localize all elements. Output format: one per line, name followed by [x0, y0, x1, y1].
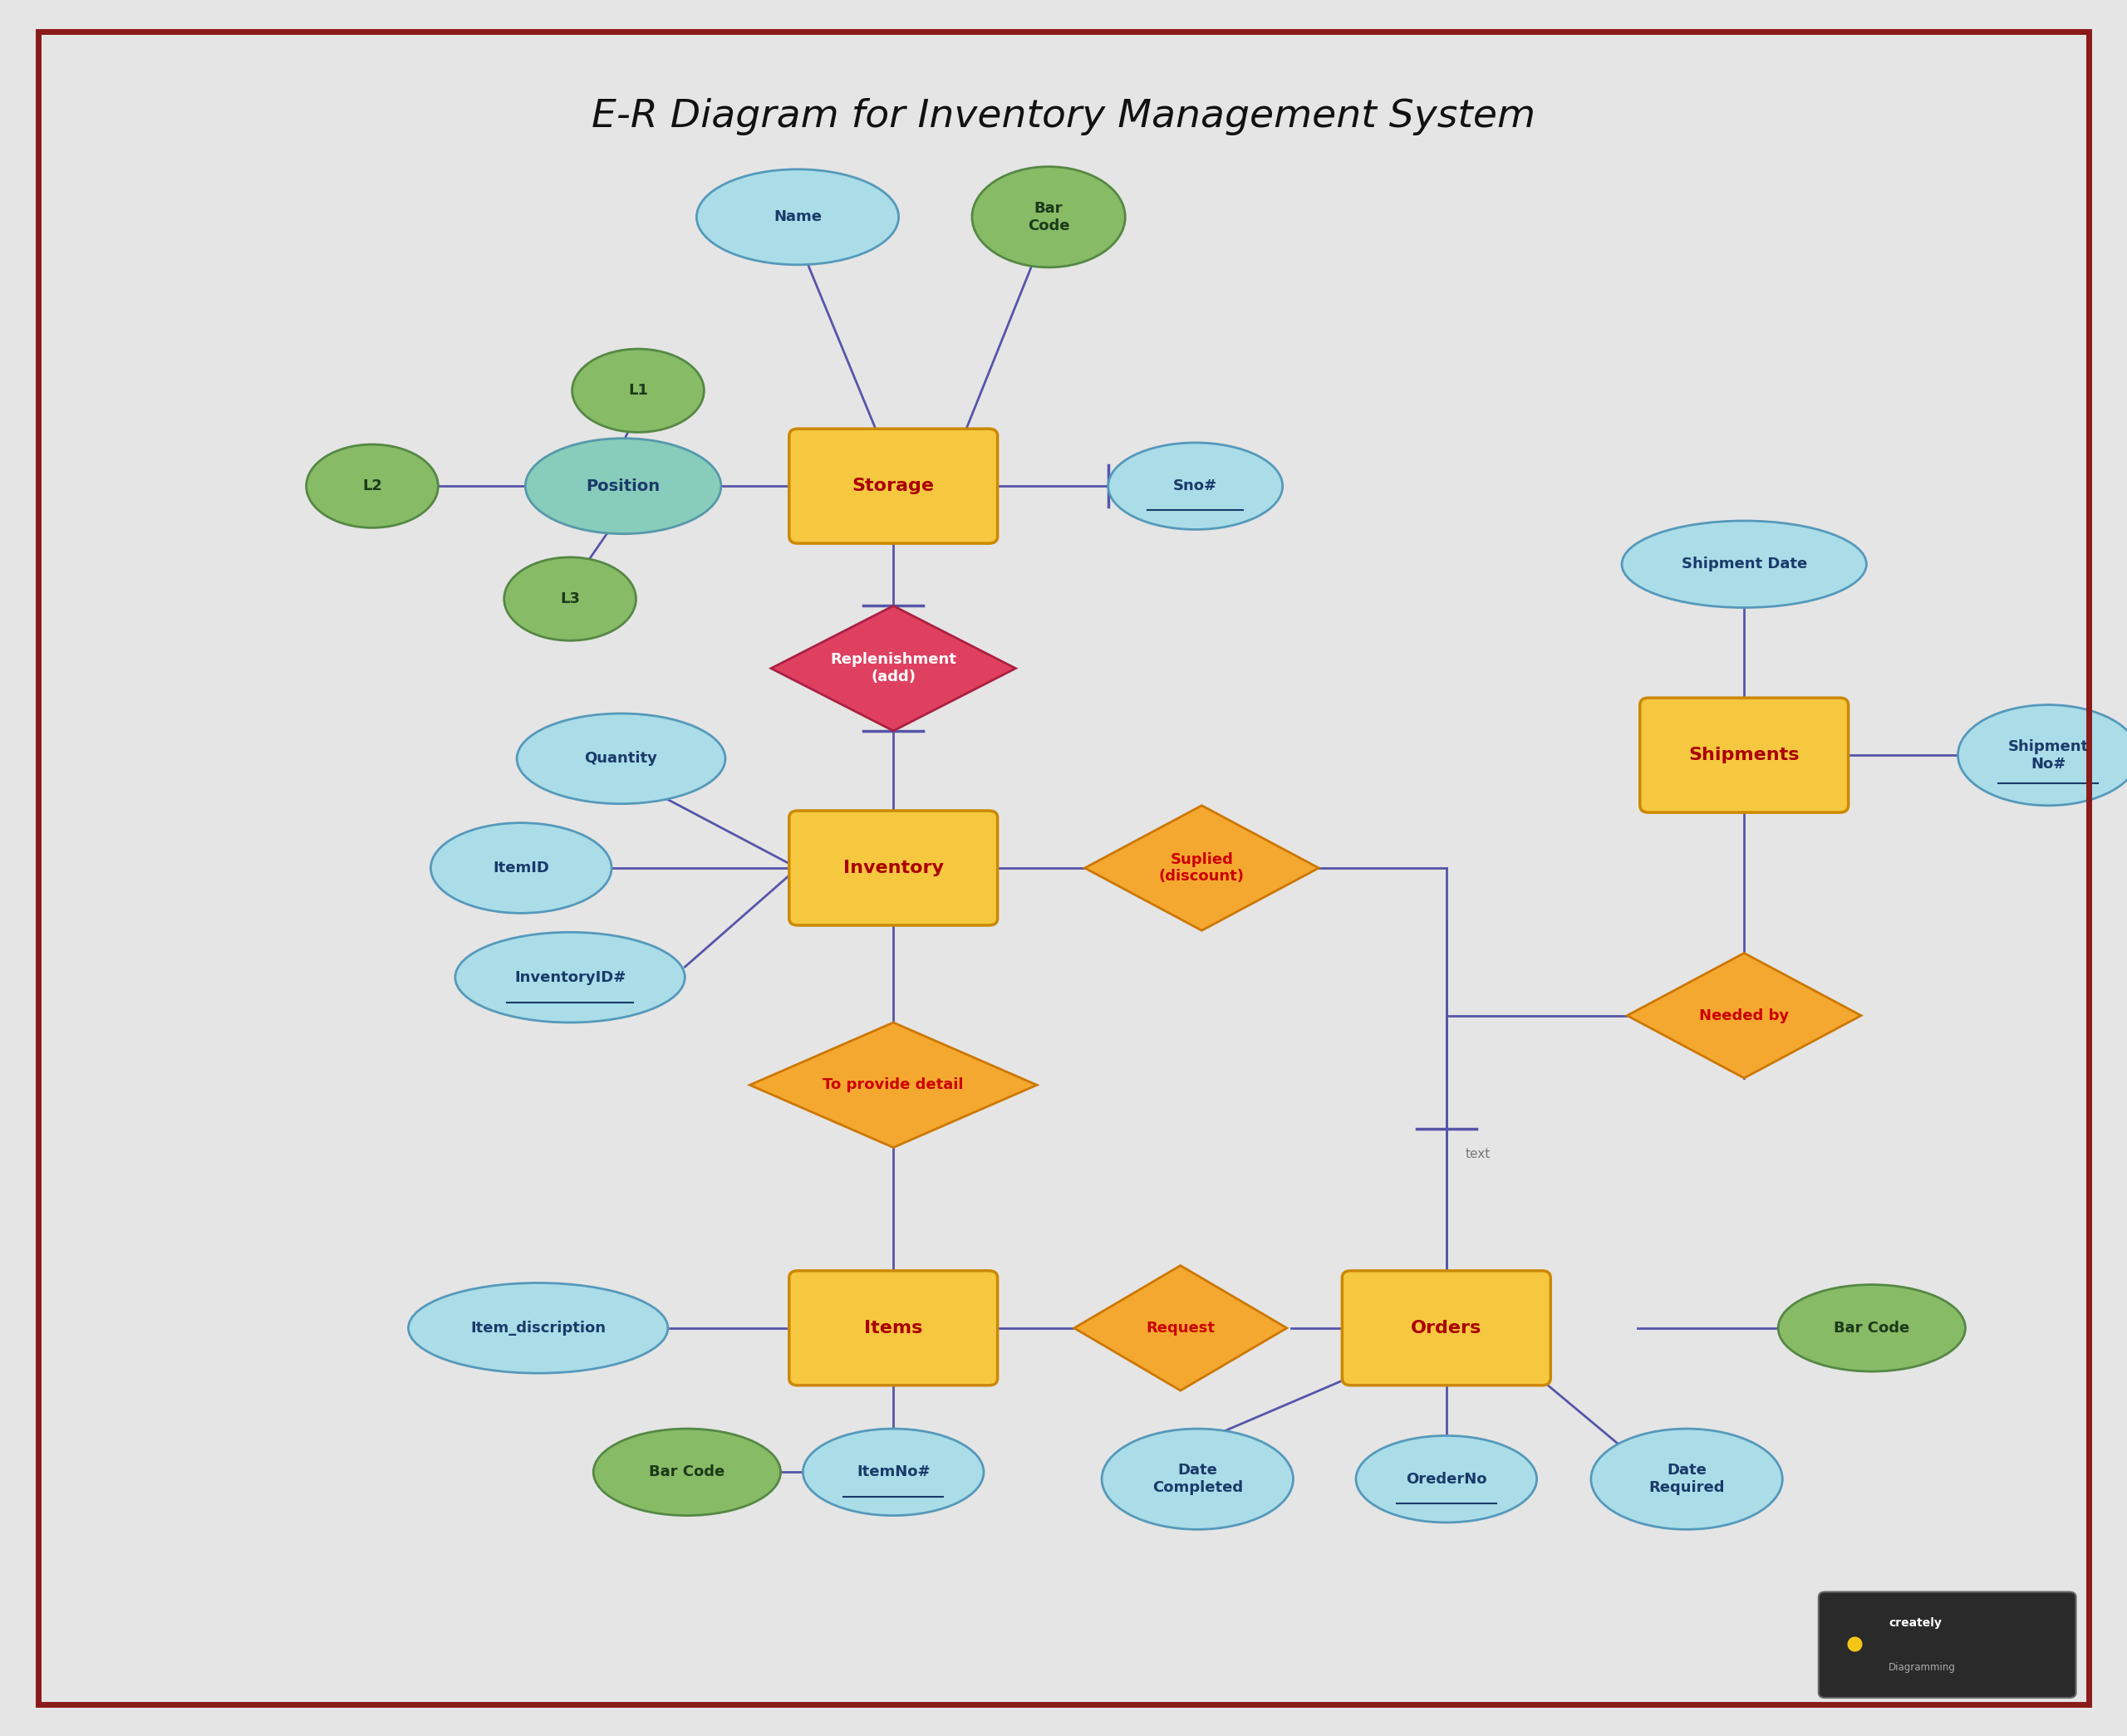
Text: Sno#: Sno#	[1174, 479, 1217, 493]
Polygon shape	[1085, 806, 1319, 930]
Ellipse shape	[408, 1283, 668, 1373]
FancyBboxPatch shape	[789, 1271, 998, 1385]
FancyBboxPatch shape	[1342, 1271, 1551, 1385]
Text: Replenishment
(add): Replenishment (add)	[830, 653, 957, 684]
Ellipse shape	[525, 439, 721, 535]
Ellipse shape	[1102, 1429, 1293, 1529]
Text: Position: Position	[587, 477, 659, 495]
Polygon shape	[1627, 953, 1861, 1078]
FancyBboxPatch shape	[789, 811, 998, 925]
Text: L2: L2	[362, 479, 383, 493]
Ellipse shape	[1957, 705, 2127, 806]
Text: ItemID: ItemID	[493, 861, 549, 875]
Text: E-R Diagram for Inventory Management System: E-R Diagram for Inventory Management Sys…	[591, 97, 1536, 135]
Text: creately: creately	[1889, 1618, 1942, 1628]
Ellipse shape	[698, 170, 898, 266]
Text: Date
Required: Date Required	[1648, 1463, 1725, 1495]
Text: Shipment Date: Shipment Date	[1680, 557, 1808, 571]
Text: L3: L3	[559, 592, 581, 606]
Text: Suplied
(discount): Suplied (discount)	[1159, 852, 1244, 884]
Ellipse shape	[455, 932, 685, 1023]
Text: Needed by: Needed by	[1699, 1009, 1789, 1023]
Ellipse shape	[306, 444, 438, 528]
Text: Bar Code: Bar Code	[1833, 1321, 1910, 1335]
Ellipse shape	[972, 167, 1125, 267]
Text: OrederNo: OrederNo	[1406, 1472, 1487, 1486]
Text: Storage: Storage	[853, 477, 934, 495]
Text: Date
Completed: Date Completed	[1153, 1463, 1242, 1495]
Ellipse shape	[804, 1429, 983, 1516]
Ellipse shape	[572, 349, 704, 432]
Text: Bar
Code: Bar Code	[1027, 201, 1070, 233]
Ellipse shape	[432, 823, 613, 913]
Polygon shape	[751, 1023, 1038, 1147]
Ellipse shape	[1621, 521, 1868, 608]
Text: ItemNo#: ItemNo#	[857, 1465, 929, 1479]
Text: L1: L1	[627, 384, 649, 398]
Text: InventoryID#: InventoryID#	[515, 970, 625, 984]
Text: Inventory: Inventory	[842, 859, 944, 877]
Text: Name: Name	[774, 210, 821, 224]
Ellipse shape	[504, 557, 636, 641]
Text: Quantity: Quantity	[585, 752, 657, 766]
Ellipse shape	[1357, 1436, 1538, 1522]
Text: Items: Items	[864, 1319, 923, 1337]
Text: Shipments: Shipments	[1689, 746, 1799, 764]
Text: Request: Request	[1146, 1321, 1215, 1335]
Text: Orders: Orders	[1410, 1319, 1483, 1337]
Text: Diagramming: Diagramming	[1889, 1661, 1957, 1672]
Ellipse shape	[593, 1429, 781, 1516]
Text: Shipment
No#: Shipment No#	[2008, 740, 2089, 771]
FancyBboxPatch shape	[789, 429, 998, 543]
Ellipse shape	[517, 713, 725, 804]
FancyBboxPatch shape	[1640, 698, 1848, 812]
Text: text: text	[1466, 1147, 1491, 1161]
Polygon shape	[1074, 1266, 1287, 1391]
FancyBboxPatch shape	[1819, 1592, 2076, 1698]
Ellipse shape	[1591, 1429, 1782, 1529]
Ellipse shape	[1108, 443, 1283, 529]
Text: Item_discription: Item_discription	[470, 1321, 606, 1335]
Ellipse shape	[1778, 1285, 1965, 1371]
Text: To provide detail: To provide detail	[823, 1078, 964, 1092]
Text: Bar Code: Bar Code	[649, 1465, 725, 1479]
Polygon shape	[772, 606, 1017, 731]
